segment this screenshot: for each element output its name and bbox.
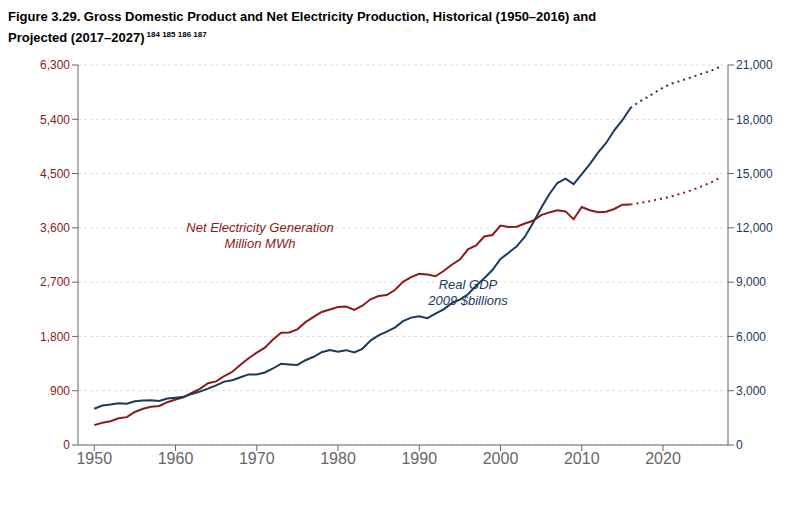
svg-text:1990: 1990 xyxy=(401,451,437,468)
svg-text:6,300: 6,300 xyxy=(40,59,70,73)
svg-text:0: 0 xyxy=(63,439,70,453)
html-text:Real GDP 2009 $billions: Real GDP 2009 $billions xyxy=(428,277,508,309)
svg-text:2,700: 2,700 xyxy=(40,276,70,290)
svg-text:1950: 1950 xyxy=(76,451,112,468)
svg-text:1,800: 1,800 xyxy=(40,330,70,344)
svg-text:12,000: 12,000 xyxy=(736,221,773,235)
html-text:Net Electricity Generation Mil: Net Electricity Generation Million MWh xyxy=(186,220,334,252)
svg-text:9,000: 9,000 xyxy=(736,276,766,290)
svg-text:18,000: 18,000 xyxy=(736,113,773,127)
svg-text:900: 900 xyxy=(50,384,70,398)
html-text:Figure 3.29. Gross Domestic Pr: Figure 3.29. Gross Domestic Product and … xyxy=(8,9,597,24)
svg-text:2010: 2010 xyxy=(564,451,600,468)
svg-text:4,500: 4,500 xyxy=(40,167,70,181)
svg-text:1960: 1960 xyxy=(158,451,194,468)
svg-text:1970: 1970 xyxy=(239,451,275,468)
svg-text:2000: 2000 xyxy=(483,451,519,468)
svg-text:2020: 2020 xyxy=(645,451,681,468)
svg-text:21,000: 21,000 xyxy=(736,59,773,73)
svg-text:15,000: 15,000 xyxy=(736,167,773,181)
svg-text:3,000: 3,000 xyxy=(736,384,766,398)
svg-text:5,400: 5,400 xyxy=(40,113,70,127)
svg-text:0: 0 xyxy=(736,439,743,453)
svg-text:1980: 1980 xyxy=(320,451,356,468)
svg-text:6,000: 6,000 xyxy=(736,330,766,344)
svg-text:3,600: 3,600 xyxy=(40,221,70,235)
html-text:Projected (2017–2027)184 185 1: Projected (2017–2027)184 185 186 187 xyxy=(8,30,207,46)
